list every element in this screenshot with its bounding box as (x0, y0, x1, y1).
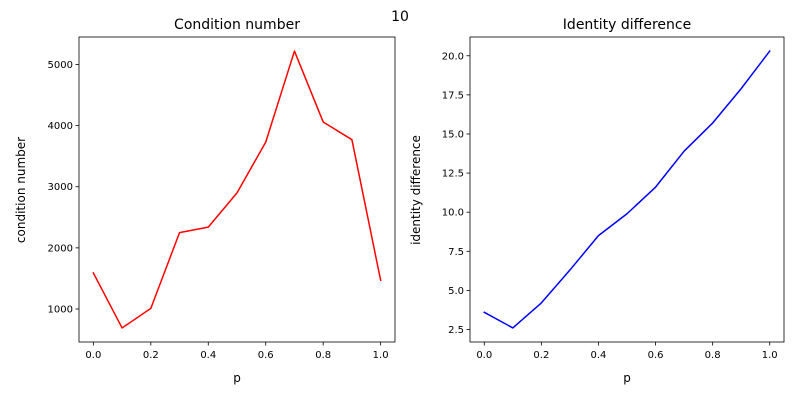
x-tick-label: 0.6 (648, 350, 664, 361)
y-tick-label: 2000 (48, 243, 73, 254)
y-tick-label: 12.5 (442, 169, 464, 180)
figure-suptitle: 10 (391, 9, 409, 25)
x-tick-label: 1.0 (762, 350, 778, 361)
x-tick-label: 0.6 (258, 350, 274, 361)
y-tick-label: 5.0 (448, 286, 464, 297)
plot-frame (78, 36, 396, 343)
series-line (92, 50, 382, 329)
y-tick-label: 7.5 (448, 247, 464, 258)
x-tick-label: 0.0 (476, 350, 492, 361)
y-tick-label: 3000 (48, 182, 73, 193)
identity-difference-chart: Identity difference p identity differenc… (409, 17, 785, 385)
x-axis-label: p (233, 371, 241, 385)
x-tick-label: 0.2 (533, 350, 549, 361)
x-tick-label: 0.8 (705, 350, 721, 361)
y-tick-label: 17.5 (442, 90, 464, 101)
plot-frame (469, 36, 785, 343)
x-tick-label: 0.0 (85, 350, 101, 361)
y-tick-label: 10.0 (442, 208, 464, 219)
x-tick-label: 0.2 (143, 350, 159, 361)
y-tick-label: 2.5 (448, 325, 464, 336)
x-axis-label: p (623, 371, 631, 385)
chart-title: Identity difference (563, 17, 691, 33)
x-tick-label: 0.4 (591, 350, 607, 361)
x-tick-label: 1.0 (373, 350, 389, 361)
y-tick-label: 1000 (48, 304, 73, 315)
x-tick-label: 0.4 (200, 350, 216, 361)
y-axis-label: condition number (14, 137, 28, 243)
condition-number-chart: Condition number p condition number 0.0 0… (14, 17, 396, 385)
y-axis-label: identity difference (409, 135, 423, 245)
y-tick-label: 4000 (48, 121, 73, 132)
y-tick-label: 5000 (48, 60, 73, 71)
y-tick-label: 15.0 (442, 129, 464, 140)
y-tick-label: 20.0 (442, 51, 464, 62)
series-line (483, 50, 771, 329)
x-tick-label: 0.8 (315, 350, 331, 361)
chart-title: Condition number (174, 17, 300, 33)
